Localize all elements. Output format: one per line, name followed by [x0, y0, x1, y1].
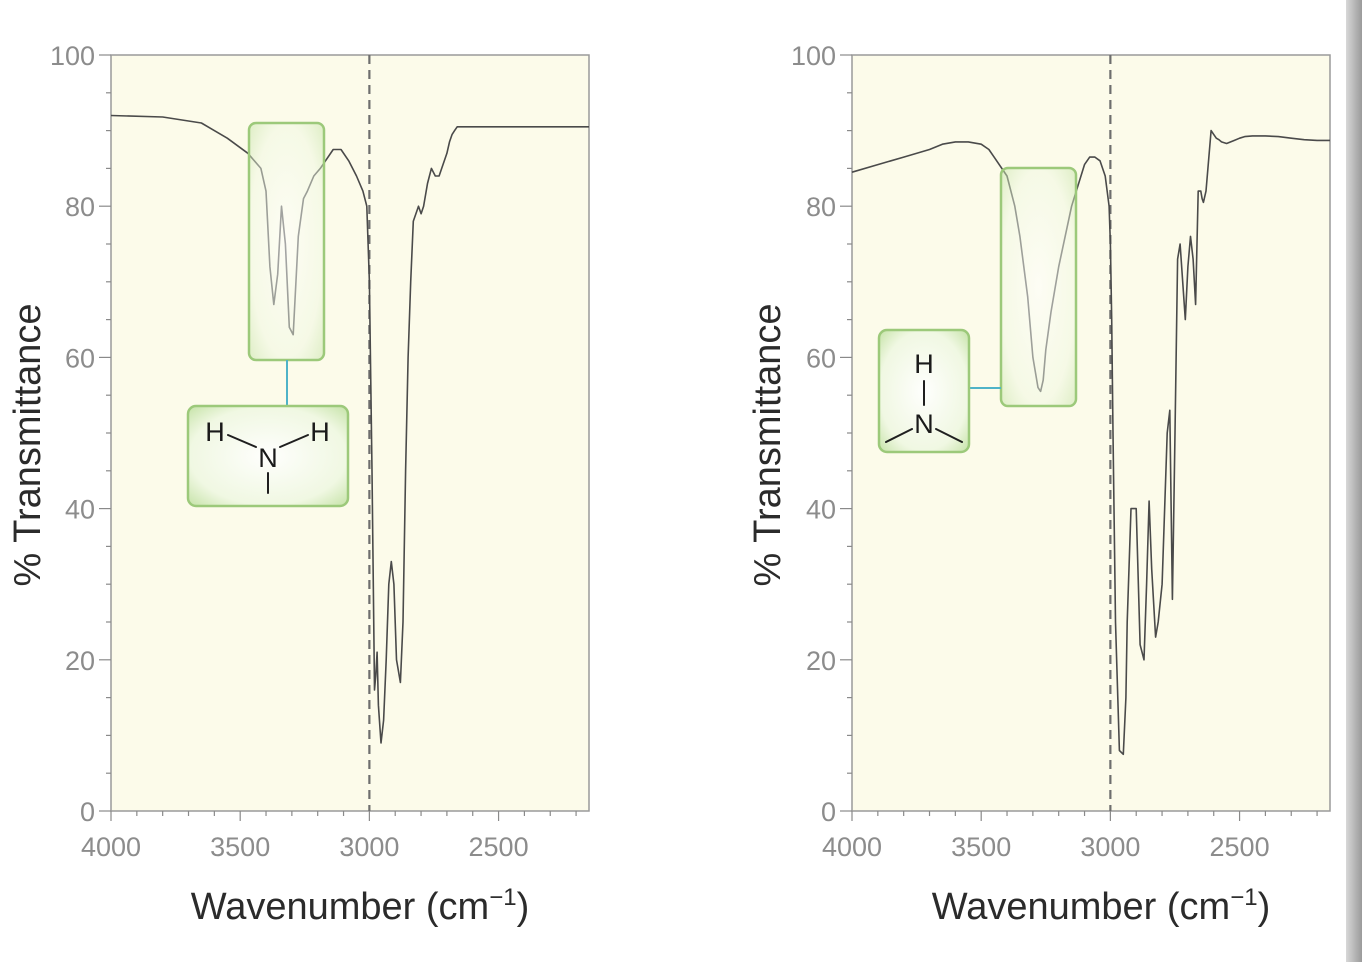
x-tick-label: 3500	[210, 832, 270, 862]
x-tick-label: 2500	[469, 832, 529, 862]
atom-h: H	[914, 349, 934, 379]
y-tick-label: 20	[65, 646, 95, 676]
x-tick-label: 3500	[951, 832, 1011, 862]
x-axis-label: Wavenumber (cm−1)	[191, 884, 529, 928]
y-tick-label: 0	[821, 797, 836, 827]
x-tick-label: 3000	[1080, 832, 1140, 862]
page-edge-shadow	[1346, 0, 1362, 962]
plot-area	[111, 55, 589, 811]
y-axis-label: % Transmittance	[7, 304, 49, 587]
y-tick-label: 0	[80, 797, 95, 827]
spectrum-panel-2: 0 20 40 60 80 100 4000 3500 3000 2500 Wavenumber (…	[747, 41, 1331, 928]
x-tick-label: 3000	[339, 832, 399, 862]
structure-box	[186, 404, 350, 508]
atom-n: N	[258, 443, 278, 473]
nh-highlight-box	[999, 166, 1078, 408]
y-tick-label: 60	[806, 343, 836, 373]
x-tick-label: 4000	[822, 832, 882, 862]
nh-highlight-box	[247, 121, 326, 362]
y-tick-label: 40	[65, 495, 95, 525]
x-tick-label: 2500	[1210, 832, 1270, 862]
x-axis-label: Wavenumber (cm−1)	[932, 884, 1270, 928]
y-tick-label: 80	[806, 192, 836, 222]
bond-n-r-left	[885, 428, 913, 443]
y-axis-label: % Transmittance	[747, 304, 789, 587]
y-tick-label: 100	[50, 41, 95, 71]
atom-n: N	[914, 409, 934, 439]
bond-n-h-left	[227, 434, 257, 448]
atom-h-left: H	[205, 417, 225, 447]
y-tick-label: 100	[791, 41, 836, 71]
y-tick-label: 60	[65, 343, 95, 373]
bond-n-h-right	[279, 434, 309, 448]
y-tick-label: 20	[806, 646, 836, 676]
atom-h-right: H	[310, 417, 330, 447]
bond-n-r-right	[935, 428, 963, 443]
y-tick-label: 80	[65, 192, 95, 222]
x-tick-label: 4000	[81, 832, 141, 862]
spectrum-panel-1: 0 20 40 60 80 100 4000 3500 3000 2500 Wavenumber (…	[7, 41, 590, 928]
y-tick-label: 40	[806, 495, 836, 525]
